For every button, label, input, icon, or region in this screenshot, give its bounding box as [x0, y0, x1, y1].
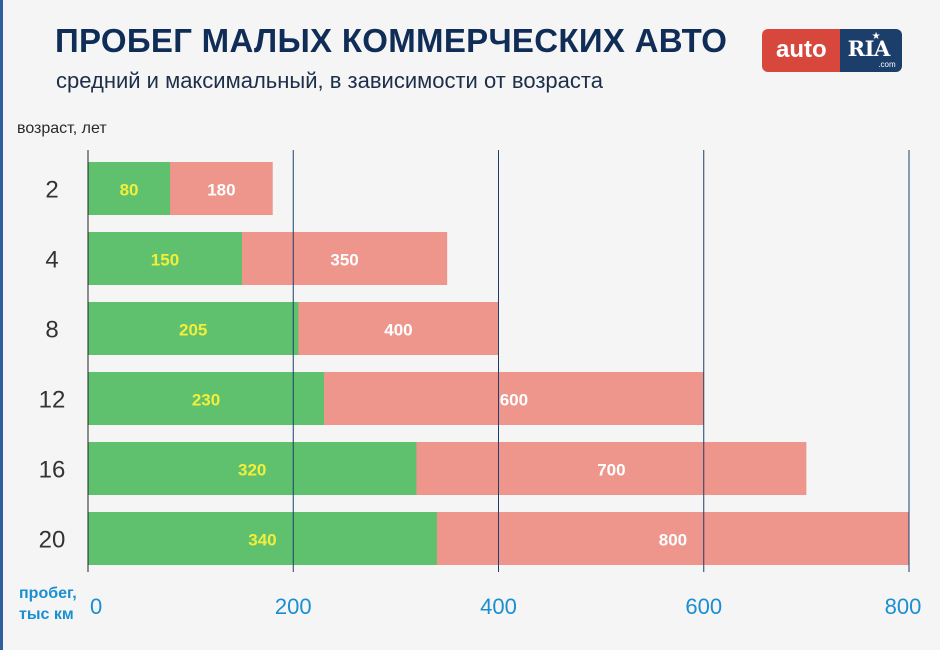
x-tick-label-0: 0 — [90, 594, 102, 619]
y-tick-label-2: 2 — [45, 177, 58, 204]
x-axis-title: пробег, тыс км — [19, 583, 77, 625]
chart-title: ПРОБЕГ МАЛЫХ КОММЕРЧЕСКИХ АВТО — [55, 22, 728, 59]
bar-avg-16 — [88, 442, 417, 495]
autoria-logo: auto ★ RIA .com — [762, 29, 902, 72]
grid-layer — [87, 150, 910, 572]
star-icon: ★ — [871, 31, 881, 42]
x-axis-title-line2: тыс км — [19, 606, 74, 623]
data-label-avg-16: 320 — [238, 461, 266, 480]
data-label-avg-8: 205 — [179, 321, 207, 340]
data-label-max-8: 400 — [384, 321, 412, 340]
y-tick-label-16: 16 — [39, 457, 66, 484]
data-label-max-20: 800 — [659, 531, 687, 550]
bar-avg-12 — [88, 372, 325, 425]
x-tick-label-200: 200 — [275, 594, 312, 619]
data-label-max-12: 600 — [500, 391, 528, 410]
y-axis-title: возраст, лет — [17, 120, 107, 137]
y-tick-label-20: 20 — [39, 527, 66, 554]
data-label-avg-20: 340 — [248, 531, 276, 550]
bar-avg-20 — [88, 512, 437, 565]
logo-ria-part: ★ RIA .com — [839, 29, 902, 72]
x-tick-label-600: 600 — [685, 594, 722, 619]
bar-avg-4 — [88, 232, 242, 285]
x-tick-label-400: 400 — [480, 594, 517, 619]
chart-subtitle: средний и максимальный, в зависимости от… — [56, 68, 603, 93]
data-label-avg-12: 230 — [192, 391, 220, 410]
data-label-max-16: 700 — [597, 461, 625, 480]
logo-ria-suffix: .com — [878, 60, 896, 69]
labels-layer: 180 80 2 350 150 4 400 205 8 600 230 12 700 320 16 800 3… — [39, 177, 922, 620]
y-tick-label-4: 4 — [45, 247, 58, 274]
logo-ria-text: RIA — [847, 36, 891, 61]
data-label-avg-4: 150 — [151, 251, 179, 270]
y-tick-label-12: 12 — [39, 387, 66, 414]
left-accent-stripe — [0, 0, 3, 650]
logo-auto-part: auto — [762, 29, 840, 72]
data-label-max-4: 350 — [330, 251, 358, 270]
x-tick-label-800: 800 — [885, 594, 922, 619]
data-label-max-2: 180 — [207, 181, 235, 200]
data-label-avg-2: 80 — [120, 181, 139, 200]
bar-avg-2 — [88, 162, 171, 215]
bar-avg-8 — [88, 302, 299, 355]
y-tick-label-8: 8 — [45, 317, 58, 344]
x-axis-title-line1: пробег, — [19, 585, 77, 602]
